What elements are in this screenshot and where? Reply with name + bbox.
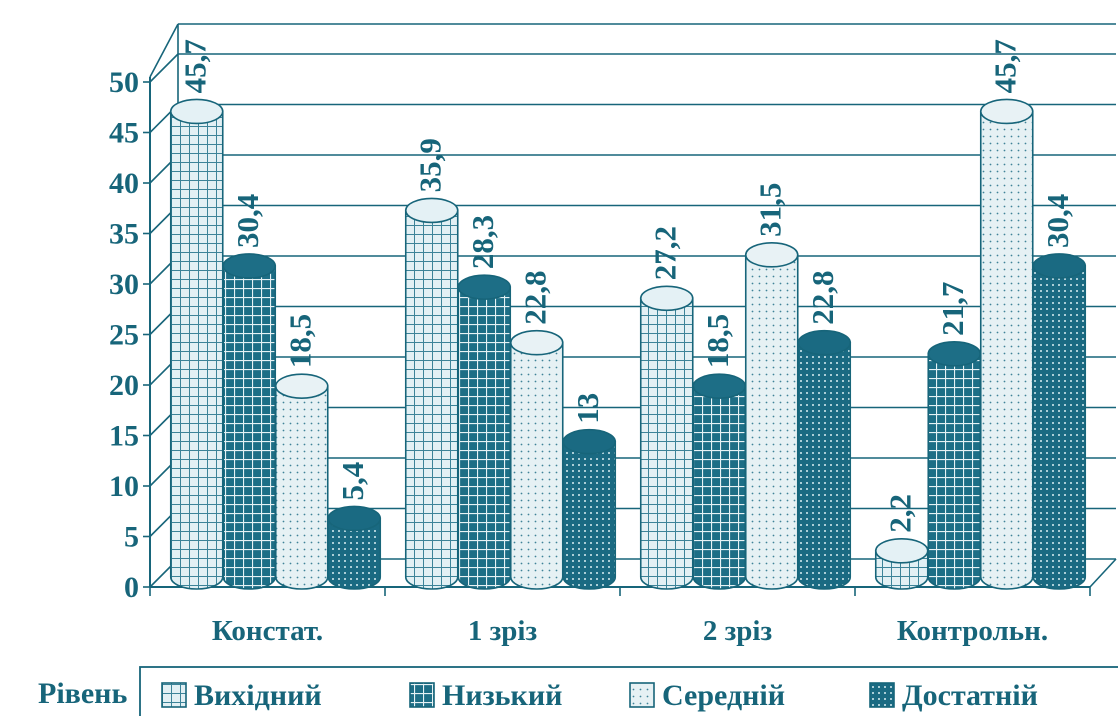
legend-entry: Достатній — [902, 679, 1038, 712]
bar-0-2 — [639, 285, 694, 590]
bar-top — [457, 274, 512, 300]
side-top-edge — [149, 23, 179, 78]
bar-body — [797, 341, 852, 590]
bar-body — [169, 110, 224, 590]
bar-3-1 — [562, 428, 617, 590]
bar-top — [169, 98, 224, 125]
bar-0-1 — [404, 197, 459, 590]
bar-1-2 — [692, 373, 747, 590]
bar-body — [404, 209, 459, 590]
side-gridline — [149, 53, 179, 83]
bar-body — [639, 297, 694, 590]
bar-top — [509, 329, 564, 356]
bar-top — [692, 373, 747, 399]
bar-body — [979, 110, 1034, 590]
legend-swatch — [629, 682, 655, 708]
data-label: 30,4 — [1040, 194, 1075, 248]
legend-swatch — [869, 682, 895, 708]
bar-1-3 — [927, 341, 982, 590]
bar-body — [927, 353, 982, 590]
y-tick-label: 30 — [109, 268, 139, 301]
bar-0-0 — [169, 98, 224, 590]
data-label: 5,4 — [335, 462, 370, 501]
bar-top — [1032, 253, 1087, 279]
bar-body — [562, 440, 617, 590]
bar-top — [927, 341, 982, 367]
legend: Рівень Вихідний Низький Середній Достатній — [38, 666, 1118, 716]
y-tick-label: 15 — [109, 420, 139, 453]
bar-top — [327, 505, 382, 532]
bar-body — [327, 517, 382, 590]
data-label: 13 — [570, 393, 605, 424]
category-label: 2 зріз — [703, 615, 772, 647]
category-label: 1 зріз — [468, 615, 537, 647]
data-label: 2,2 — [883, 494, 918, 533]
data-label: 30,4 — [230, 194, 265, 248]
y-tick-label: 5 — [124, 521, 139, 554]
bar-top — [404, 197, 459, 224]
bar-top — [797, 329, 852, 356]
bar-3-2 — [797, 329, 852, 590]
bar-top — [639, 285, 694, 312]
legend-entry: Низький — [442, 679, 562, 712]
data-label: 27,2 — [648, 226, 683, 280]
legend-entry: Вихідний — [194, 679, 322, 712]
data-label: 22,8 — [805, 270, 840, 324]
bar-1-0 — [222, 253, 277, 590]
y-tick-label: 35 — [109, 218, 139, 251]
data-label: 18,5 — [283, 314, 318, 368]
data-label: 35,9 — [413, 138, 448, 192]
bar-body — [744, 254, 799, 590]
floor-right-edge — [1089, 558, 1117, 588]
bars-layer — [169, 98, 1087, 590]
y-tick-label: 40 — [109, 167, 139, 200]
y-tick-label: 10 — [109, 470, 139, 503]
bar-top — [979, 98, 1034, 125]
bar-body — [457, 286, 512, 590]
data-label: 21,7 — [935, 282, 970, 336]
labels-layer: 45,7 30,4 18,5 5,4 35,9 28,3 22,8 13 27,2 18,5 31,… — [178, 39, 1076, 533]
bar-body — [222, 265, 277, 590]
y-tick-label: 20 — [109, 369, 139, 402]
bar-2-0 — [274, 373, 329, 590]
y-tick-label: 45 — [109, 117, 139, 150]
bar-top — [744, 242, 799, 268]
bar-2-1 — [509, 329, 564, 590]
legend-entry: Середній — [662, 679, 785, 712]
bar-top — [562, 428, 617, 455]
category-label: Контрольн. — [897, 615, 1048, 647]
bar-body — [692, 385, 747, 590]
bar-1-1 — [457, 274, 512, 590]
y-tick-label: 50 — [109, 66, 139, 99]
bar-top — [274, 373, 329, 399]
bar-body — [1032, 265, 1087, 590]
bar-2-2 — [744, 242, 799, 590]
bar-2-3 — [979, 98, 1034, 590]
data-label: 22,8 — [518, 270, 553, 324]
data-label: 45,7 — [988, 39, 1023, 93]
bar-top — [222, 253, 277, 279]
bar-3-3 — [1032, 253, 1087, 590]
bar-body — [274, 385, 329, 590]
bar-3-0 — [327, 505, 382, 590]
category-label: Констат. — [212, 615, 323, 647]
legend-box — [139, 666, 1118, 716]
legend-swatch — [409, 682, 435, 708]
data-label: 18,5 — [700, 314, 735, 368]
y-tick-label: 0 — [124, 571, 139, 604]
data-label: 45,7 — [178, 39, 213, 93]
data-label: 28,3 — [465, 215, 500, 269]
legend-title: Рівень — [38, 677, 127, 710]
bar-0-3 — [874, 537, 929, 590]
bar-top — [874, 537, 929, 564]
y-tick-label: 25 — [109, 319, 139, 352]
bar-body — [509, 341, 564, 590]
data-label: 31,5 — [753, 183, 788, 237]
legend-swatch — [161, 682, 187, 708]
